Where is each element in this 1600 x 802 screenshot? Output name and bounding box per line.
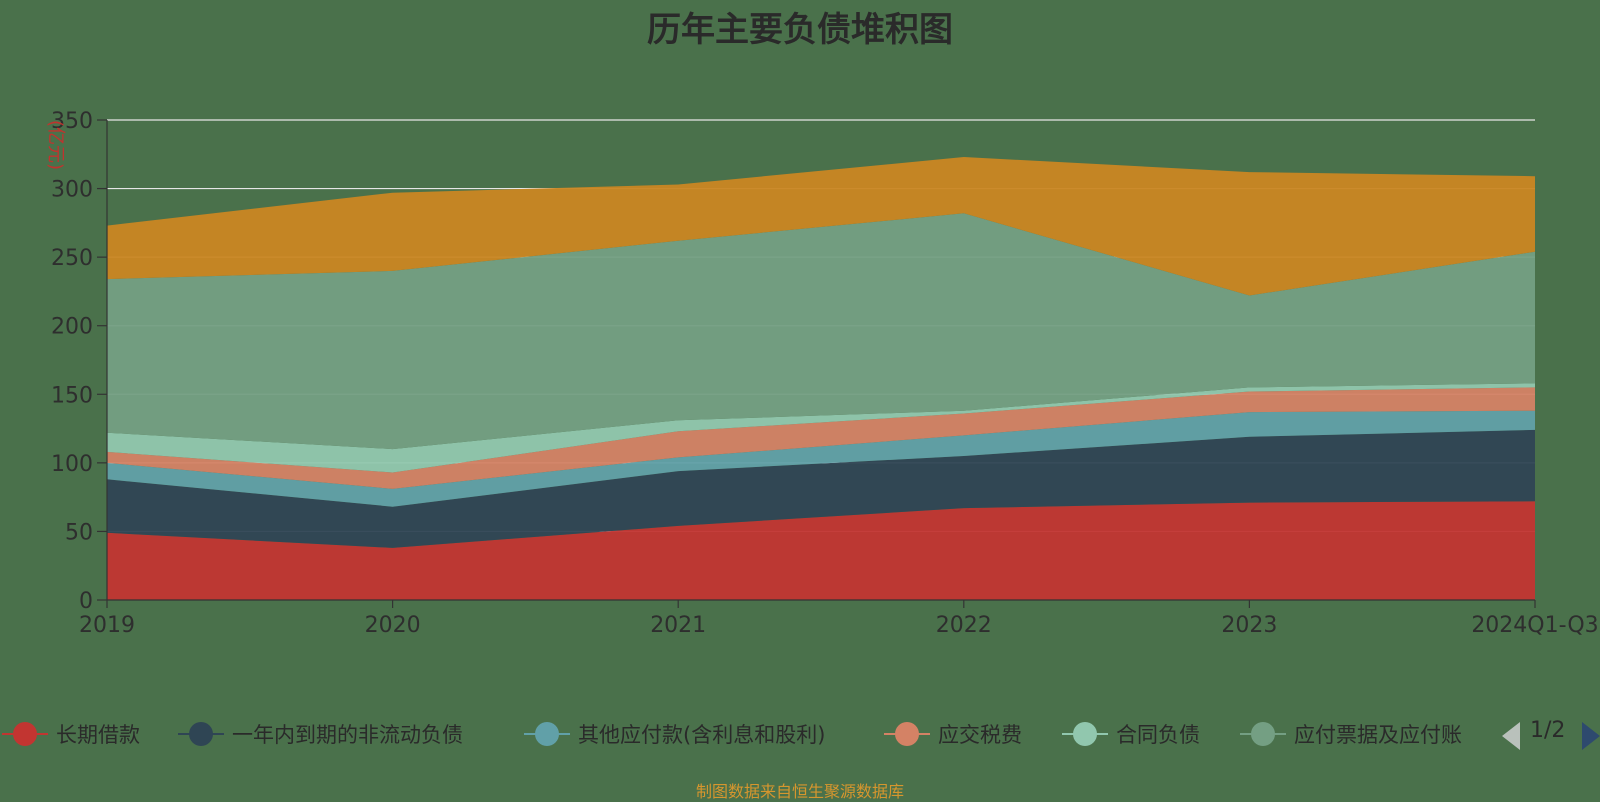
area-series-0 bbox=[107, 501, 1535, 600]
legend-item-3[interactable]: 应交税费 bbox=[882, 716, 1022, 752]
x-tick-label-4: 2023 bbox=[1221, 613, 1277, 638]
area-series bbox=[107, 157, 1535, 600]
legend-marker-icon bbox=[1060, 719, 1110, 749]
y-tick-label-5: 250 bbox=[51, 246, 93, 271]
axes: 0 50 100 150 200 250 300 350 2019 2020 2021 2022 202… bbox=[51, 109, 1599, 638]
area-series-3 bbox=[107, 387, 1535, 489]
y-tick-label-4: 200 bbox=[51, 315, 93, 340]
x-tick-label-2: 2021 bbox=[650, 613, 706, 638]
x-tick-label-3: 2022 bbox=[936, 613, 992, 638]
legend-item-1[interactable]: 一年内到期的非流动负债 bbox=[176, 716, 463, 752]
legend-marker-icon bbox=[0, 719, 50, 749]
legend-marker-icon bbox=[1238, 719, 1288, 749]
legend: 长期借款 一年内到期的非流动负债 其他应付款(含利息和股利) 应交税费 合同负债 应付票据… bbox=[0, 716, 1500, 752]
legend-prev-page-icon[interactable] bbox=[1502, 722, 1520, 750]
y-tick-label-6: 300 bbox=[51, 178, 93, 203]
x-tick-label-0: 2019 bbox=[79, 613, 135, 638]
data-source-note: 制图数据来自恒生聚源数据库 bbox=[695, 782, 904, 801]
y-axis-unit-label: (亿元) bbox=[45, 120, 66, 170]
legend-label: 其他应付款(含利息和股利) bbox=[578, 723, 826, 747]
legend-item-5[interactable]: 应付票据及应付账 bbox=[1238, 716, 1462, 752]
area-series-6 bbox=[107, 157, 1535, 296]
stacked-area-chart: 0 50 100 150 200 250 300 350 2019 2020 2021 2022 202… bbox=[45, 109, 1599, 638]
y-tick-label-0: 0 bbox=[79, 589, 93, 614]
legend-marker-icon bbox=[882, 719, 932, 749]
area-series-4 bbox=[107, 383, 1535, 473]
y-tick-label-2: 100 bbox=[51, 452, 93, 477]
legend-marker-icon bbox=[522, 719, 572, 749]
legend-item-2[interactable]: 其他应付款(含利息和股利) bbox=[522, 716, 825, 752]
legend-next-page-icon[interactable] bbox=[1582, 722, 1600, 750]
y-tick-label-1: 50 bbox=[65, 520, 93, 545]
y-tick-label-7: 350 bbox=[51, 109, 93, 134]
y-tick-label-3: 150 bbox=[51, 383, 93, 408]
legend-marker-icon bbox=[176, 719, 226, 749]
legend-label: 合同负债 bbox=[1116, 723, 1200, 747]
area-series-5 bbox=[107, 213, 1535, 450]
legend-item-0[interactable]: 长期借款 bbox=[0, 716, 140, 752]
legend-pager: 1/2 bbox=[1500, 716, 1600, 752]
area-series-2 bbox=[107, 410, 1535, 507]
legend-label: 应付票据及应付账 bbox=[1294, 723, 1462, 747]
legend-label: 一年内到期的非流动负债 bbox=[232, 723, 463, 747]
legend-label: 应交税费 bbox=[938, 723, 1022, 747]
legend-label: 长期借款 bbox=[56, 723, 140, 747]
area-series-1 bbox=[107, 429, 1535, 548]
legend-item-4[interactable]: 合同负债 bbox=[1060, 716, 1200, 752]
chart-title: 历年主要负债堆积图 bbox=[647, 10, 953, 50]
legend-page-indicator: 1/2 bbox=[1530, 718, 1566, 743]
x-tick-label-5: 2024Q1-Q3 bbox=[1471, 613, 1598, 638]
x-tick-label-1: 2020 bbox=[365, 613, 421, 638]
